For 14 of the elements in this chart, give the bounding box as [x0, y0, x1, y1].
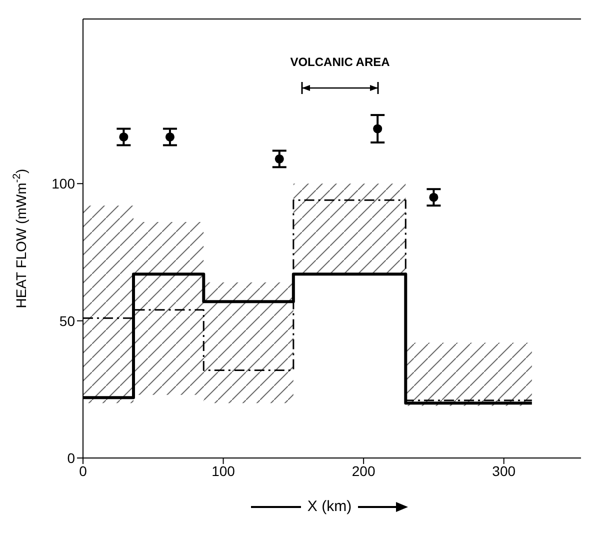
x-tick-label: 300 — [492, 462, 516, 479]
x-axis-title: X (km) — [307, 498, 352, 515]
annotation: VOLCANIC AREA — [290, 55, 390, 69]
x-tick-label: 0 — [79, 462, 88, 479]
point — [274, 154, 284, 164]
x-tick-label: 100 — [212, 462, 236, 479]
x-tick-label: 200 — [352, 462, 376, 479]
y-tick-label: 100 — [52, 176, 76, 192]
point — [373, 124, 382, 134]
y-tick-label: 0 — [67, 450, 76, 466]
point — [119, 132, 128, 142]
point — [165, 132, 174, 142]
point — [429, 192, 438, 202]
y-tick-label: 50 — [59, 312, 76, 329]
